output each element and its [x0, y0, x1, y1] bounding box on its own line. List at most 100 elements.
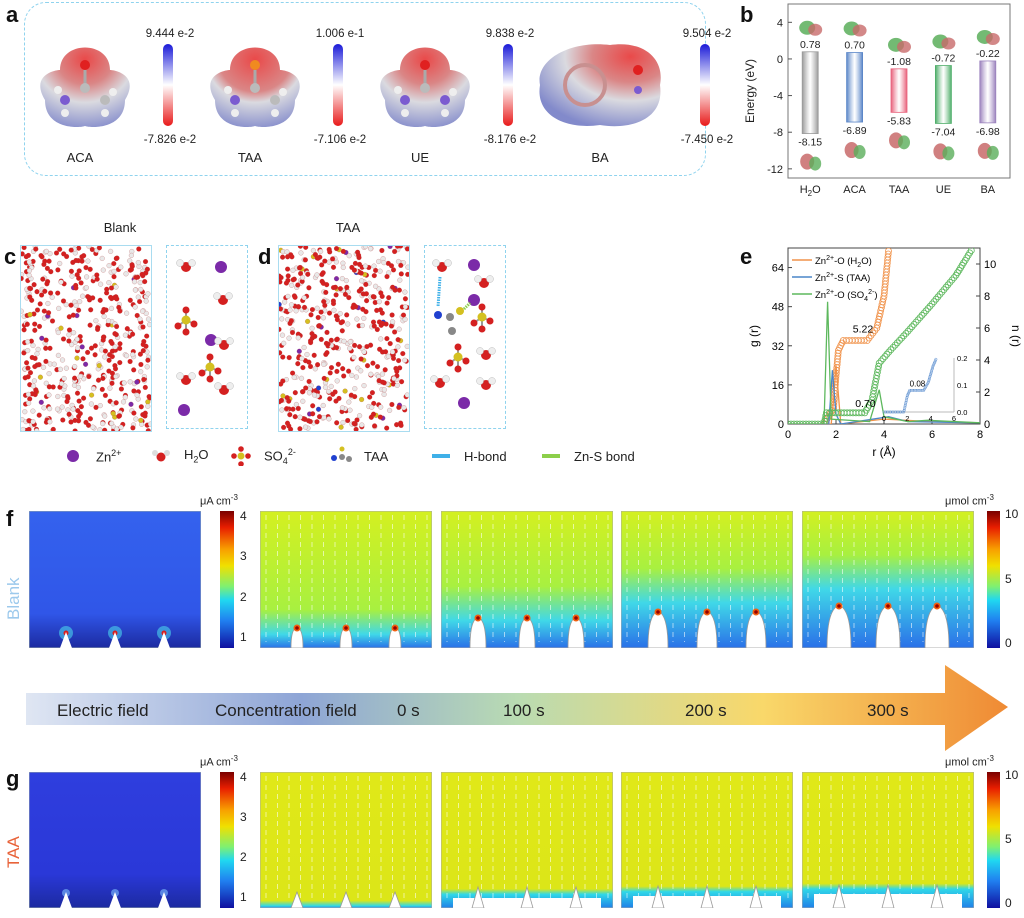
inset-marker [889, 410, 893, 414]
water-molecule [430, 375, 450, 388]
inset-marker [929, 370, 933, 374]
molecule-legend: Zn2+ H2O SO42- TAA H-bond Zn-S bond [60, 446, 710, 466]
legend-item-znsbond: Zn-S bond [538, 446, 635, 466]
arrow-label-300s: 300 s [867, 701, 909, 720]
n-r-marker [940, 286, 948, 293]
row-label-taa: TAA [4, 818, 28, 878]
inset-marker [887, 410, 891, 414]
inset-marker [904, 400, 908, 404]
zinc-tip [700, 884, 714, 908]
arrow-label-200s: 200 s [685, 701, 727, 720]
y2-axis-label: n (r) [1009, 325, 1023, 347]
zinc-tip [569, 885, 583, 908]
zinc-tip [881, 883, 895, 908]
y-axis-label: g (r) [747, 325, 761, 347]
inset-chart: 0 2 4 60.0 0.1 0.2 0.08 [882, 354, 968, 423]
current-colorbar-tick: 2 [240, 850, 247, 864]
concentration-colorbar-unit: μmol cm-3 [945, 754, 994, 769]
n-r-marker [811, 420, 819, 424]
inset-marker [914, 388, 918, 392]
homo-label: -6.98 [976, 126, 1000, 138]
esp-surface-ba [539, 44, 661, 127]
n-r-marker [902, 330, 910, 337]
hydrogen-atom [449, 88, 457, 96]
sulfate-ion [174, 306, 198, 336]
lumo-orbital-icon [843, 21, 867, 37]
legend-item-taa: TAA [328, 446, 388, 466]
zinc-tip [109, 892, 121, 908]
plot-area [788, 248, 980, 424]
concentration-map-1 [441, 772, 613, 908]
current-colorbar-tick: 4 [240, 770, 247, 784]
zinc-tip [109, 632, 121, 648]
inset-marker [894, 410, 898, 414]
zn-ion [205, 334, 217, 346]
lumo-label: -0.22 [976, 48, 1000, 60]
dendrite-tip-core [574, 616, 578, 620]
md-box-taa [278, 245, 410, 432]
arrow-label-100s: 100 s [503, 701, 545, 720]
inset-marker [882, 410, 886, 414]
panel-label-e: e [740, 244, 753, 269]
h-bond-icon [432, 454, 450, 458]
molecule-name-ue: UE [410, 150, 430, 165]
n-r-marker [881, 353, 889, 360]
y-axis-label: Energy (eV) [743, 59, 757, 123]
inset-marker [904, 402, 908, 406]
inset-marker [923, 386, 927, 390]
y2-tick-label: 10 [984, 259, 996, 271]
lumo-orbital-icon [976, 29, 1000, 45]
zinc-tip [60, 632, 72, 648]
x-tick-label: TAA [889, 184, 910, 196]
n-r-marker [946, 279, 954, 286]
concentration-field [260, 772, 432, 908]
n-r-marker [942, 283, 950, 291]
zinc-tip [339, 890, 353, 908]
electric-field-map [29, 772, 201, 908]
esp-colorbar [333, 44, 343, 126]
inset-marker [926, 380, 930, 384]
inset-marker [905, 397, 909, 401]
concentration-map-1 [441, 511, 613, 648]
x-axis-label: r (Å) [872, 444, 895, 459]
hydrogen-atom [61, 109, 69, 117]
n-r-marker [879, 355, 887, 363]
inset-annotation: 0.08 [910, 379, 926, 388]
zn-s-bond-icon [542, 454, 560, 458]
inset-marker [933, 359, 937, 363]
y-tick-label: 48 [772, 302, 784, 314]
n-r-marker [916, 314, 924, 321]
dendrite-tip-core [886, 604, 890, 608]
n-r-marker [924, 305, 932, 312]
n-r-marker [869, 390, 877, 398]
energy-gap-bar-taa [890, 68, 908, 113]
concentration-colorbar-tick: 10 [1005, 507, 1019, 521]
y-tick-label: -8 [773, 127, 783, 139]
lumo-label: -0.72 [931, 53, 955, 65]
row-label-taa-text: TAA [4, 836, 23, 868]
concentration-colorbar-tick: 0 [1005, 896, 1012, 910]
n-r-marker [790, 420, 798, 424]
blank-solvation-structure [174, 259, 234, 416]
n-r-marker [885, 248, 892, 255]
concentration-colorbar-tick: 5 [1005, 571, 1012, 586]
nitrogen-atom [634, 86, 642, 94]
sulfate-ion [446, 343, 470, 373]
inset-x-tick-label: 4 [929, 414, 933, 423]
esp-colorbar [503, 44, 513, 126]
inset-y-tick-label: 0.0 [957, 408, 967, 417]
x-tick-label: 6 [929, 429, 935, 441]
inset-x-tick-label: 6 [952, 414, 956, 423]
oxygen-atom [420, 60, 430, 70]
legend-label: SO42- [264, 446, 296, 466]
field-background [29, 772, 201, 908]
zinc-tip [832, 883, 846, 908]
zinc-tip [520, 885, 534, 908]
legend-item-h: H2O [148, 446, 209, 466]
current-colorbar [220, 772, 234, 908]
n-r-marker [914, 316, 922, 324]
current-colorbar-unit: μA cm-3 [200, 493, 238, 508]
taa-molecule [434, 307, 464, 335]
n-r-marker [893, 339, 901, 347]
y2-tick-label: 0 [984, 419, 990, 431]
